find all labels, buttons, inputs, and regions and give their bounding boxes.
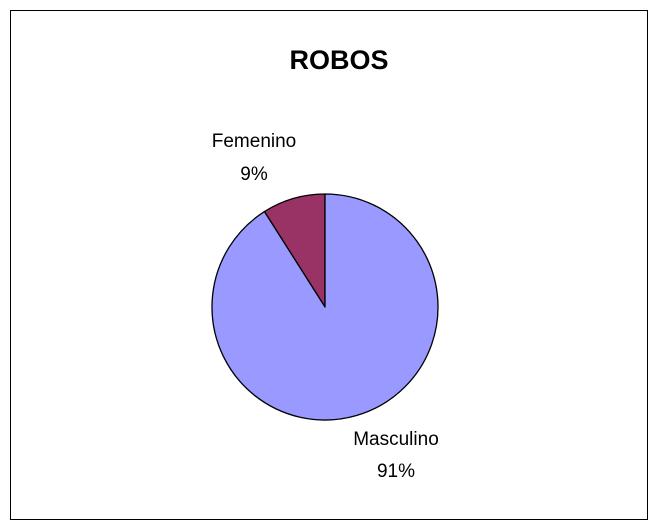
slice-label-femenino: Femenino	[212, 131, 297, 152]
pie-slice-masculino	[211, 193, 439, 421]
slice-percent-femenino: 9%	[240, 164, 268, 185]
pie-slices	[211, 193, 439, 421]
slice-label-masculino: Masculino	[353, 429, 439, 450]
chart-title: ROBOS	[289, 45, 388, 75]
slice-percent-masculino: 91%	[377, 461, 415, 482]
